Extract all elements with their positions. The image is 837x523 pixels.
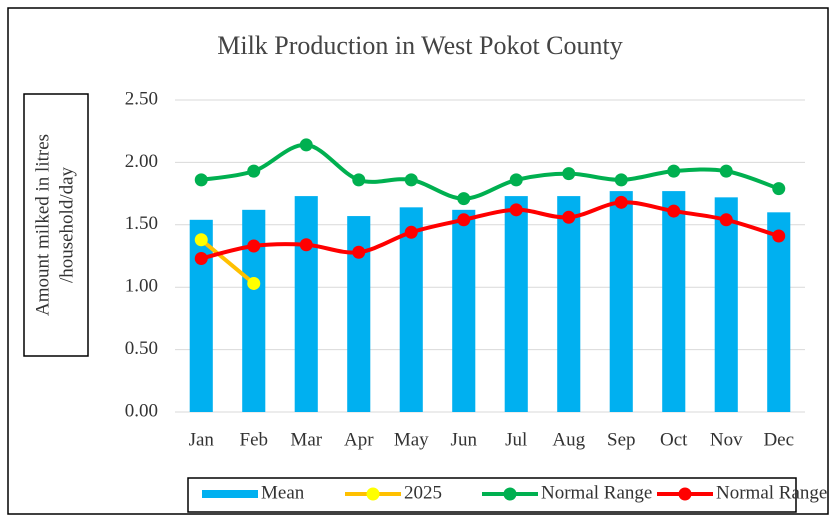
marker xyxy=(194,251,208,265)
x-tick-label: Aug xyxy=(552,429,585,450)
y-tick-label: 2.50 xyxy=(125,88,158,109)
chart-title: Milk Production in West Pokot County xyxy=(217,31,623,60)
line xyxy=(199,238,256,285)
marker xyxy=(719,164,733,178)
bar xyxy=(294,196,318,412)
marker xyxy=(457,213,471,227)
marker xyxy=(299,238,313,252)
y-tick-label: 0.00 xyxy=(125,400,158,421)
marker xyxy=(772,182,786,196)
y-tick-label: 1.50 xyxy=(125,213,158,234)
x-tick-label: Jun xyxy=(451,429,478,450)
x-tick-label: Jul xyxy=(505,429,527,450)
bar xyxy=(504,196,528,412)
x-tick-label: Nov xyxy=(710,429,743,450)
y-label-box xyxy=(23,93,89,357)
marker xyxy=(667,164,681,178)
marker xyxy=(667,204,681,218)
marker xyxy=(404,173,418,187)
legend-label: Normal Range xyxy=(716,482,827,503)
y-tick-label: 1.00 xyxy=(125,276,158,297)
x-tick-label: Dec xyxy=(763,429,794,450)
legend-label: Normal Range xyxy=(541,482,652,503)
marker xyxy=(614,173,628,187)
marker xyxy=(352,245,366,259)
y-axis-label: /household/day xyxy=(56,166,77,283)
x-tick-label: May xyxy=(394,429,429,450)
marker xyxy=(614,195,628,209)
legend-label: Mean xyxy=(261,482,305,503)
marker xyxy=(509,203,523,217)
x-tick-label: Mar xyxy=(290,429,322,450)
bar xyxy=(242,209,266,412)
bar xyxy=(189,219,213,412)
bar xyxy=(662,191,686,412)
marker xyxy=(562,167,576,181)
x-tick-label: Jan xyxy=(189,429,215,450)
bar xyxy=(609,191,633,412)
legend-swatch xyxy=(202,490,258,498)
marker xyxy=(247,164,261,178)
bar xyxy=(714,197,738,412)
marker xyxy=(404,225,418,239)
y-tick-label: 2.00 xyxy=(125,151,158,172)
marker xyxy=(247,276,261,290)
marker xyxy=(194,173,208,187)
marker xyxy=(457,192,471,206)
marker xyxy=(194,233,208,247)
bar xyxy=(347,216,371,412)
legend-label: 2025 xyxy=(404,482,442,503)
bar xyxy=(399,207,423,412)
marker xyxy=(352,173,366,187)
legend-marker xyxy=(678,487,692,501)
legend-marker xyxy=(503,487,517,501)
marker xyxy=(509,173,523,187)
marker xyxy=(772,229,786,243)
y-tick-label: 0.50 xyxy=(125,338,158,359)
y-axis-label: Amount milked in litres xyxy=(32,134,53,316)
marker xyxy=(562,210,576,224)
x-tick-label: Feb xyxy=(240,429,269,450)
legend-marker xyxy=(366,487,380,501)
bar xyxy=(452,209,476,412)
x-tick-label: Apr xyxy=(344,429,374,450)
marker xyxy=(299,138,313,152)
marker xyxy=(719,213,733,227)
bar xyxy=(767,212,791,412)
x-tick-label: Sep xyxy=(607,429,636,450)
x-tick-label: Oct xyxy=(660,429,688,450)
bar xyxy=(557,196,581,412)
marker xyxy=(247,239,261,253)
